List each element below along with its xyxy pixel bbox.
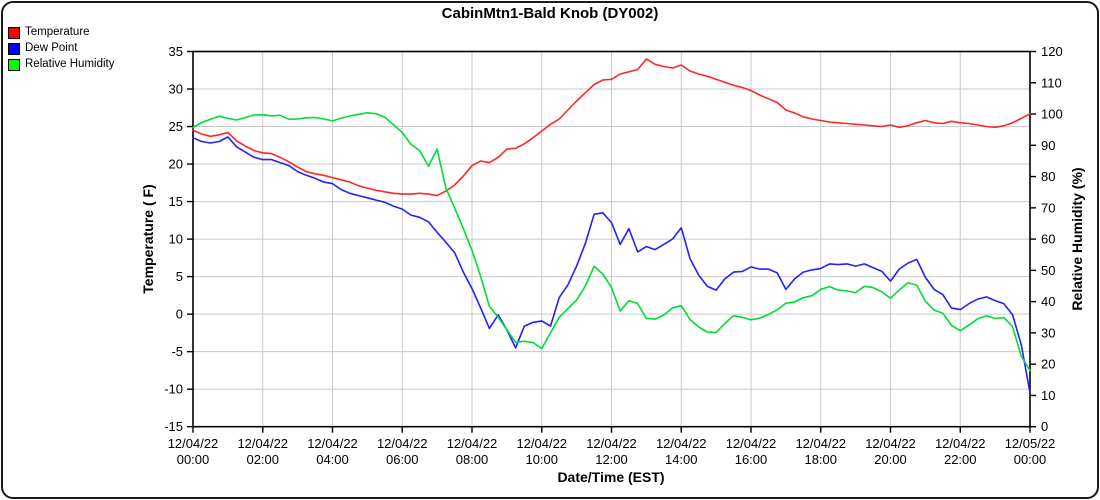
legend: Temperature Dew Point Relative Humidity (8, 26, 114, 74)
svg-text:30: 30 (169, 82, 183, 97)
svg-text:06:00: 06:00 (386, 452, 419, 467)
dew-point-line (192, 136, 1031, 394)
svg-text:12/05/22: 12/05/22 (1005, 436, 1056, 451)
svg-text:60: 60 (1041, 232, 1055, 247)
svg-text:25: 25 (169, 119, 183, 134)
svg-text:100: 100 (1041, 107, 1063, 122)
svg-text:30: 30 (1041, 325, 1055, 340)
svg-text:12/04/22: 12/04/22 (726, 436, 777, 451)
svg-text:12/04/22: 12/04/22 (795, 436, 846, 451)
svg-text:20: 20 (1041, 357, 1055, 372)
legend-item-relative-humidity: Relative Humidity (8, 58, 114, 71)
svg-text:12/04/22: 12/04/22 (656, 436, 707, 451)
svg-text:12/04/22: 12/04/22 (935, 436, 986, 451)
chart-title: CabinMtn1-Bald Knob (DY002) (441, 5, 659, 22)
svg-text:0: 0 (1041, 419, 1048, 434)
svg-text:50: 50 (1041, 263, 1055, 278)
svg-text:12/04/22: 12/04/22 (168, 436, 219, 451)
svg-text:00:00: 00:00 (177, 452, 210, 467)
svg-text:22:00: 22:00 (944, 452, 977, 467)
svg-text:10: 10 (169, 232, 183, 247)
svg-text:-5: -5 (171, 344, 183, 359)
svg-text:10: 10 (1041, 388, 1055, 403)
svg-text:16:00: 16:00 (735, 452, 768, 467)
svg-text:14:00: 14:00 (665, 452, 698, 467)
svg-text:12/04/22: 12/04/22 (586, 436, 637, 451)
svg-text:04:00: 04:00 (316, 452, 349, 467)
temperature-line (192, 58, 1031, 197)
right-axis-title: Relative Humidity (%) (1069, 167, 1085, 311)
legend-item-temperature: Temperature (8, 26, 114, 39)
axis-ticks (187, 50, 1036, 433)
svg-text:70: 70 (1041, 200, 1055, 215)
legend-label-relative-humidity: Relative Humidity (25, 58, 115, 70)
svg-text:15: 15 (169, 194, 183, 209)
svg-text:18:00: 18:00 (804, 452, 837, 467)
x-axis-title: Date/Time (EST) (557, 469, 665, 485)
svg-text:12:00: 12:00 (595, 452, 628, 467)
svg-text:12/04/22: 12/04/22 (865, 436, 916, 451)
svg-text:90: 90 (1041, 138, 1055, 153)
svg-text:10:00: 10:00 (525, 452, 558, 467)
legend-label-temperature: Temperature (25, 26, 90, 38)
svg-text:12/04/22: 12/04/22 (237, 436, 288, 451)
svg-text:20: 20 (169, 157, 183, 172)
svg-text:12/04/22: 12/04/22 (307, 436, 358, 451)
svg-text:35: 35 (169, 44, 183, 59)
legend-label-dew-point: Dew Point (25, 42, 78, 54)
svg-text:20:00: 20:00 (874, 452, 907, 467)
svg-text:12/04/22: 12/04/22 (447, 436, 498, 451)
left-axis-tick-labels: 35 30 25 20 15 10 5 0 -5 -10 -15 (164, 44, 183, 434)
relative-humidity-line (192, 112, 1031, 372)
svg-text:40: 40 (1041, 294, 1055, 309)
left-axis-title: Temperature ( F) (140, 184, 156, 294)
x-axis-tick-labels: 12/04/2200:0012/04/2202:0012/04/2204:001… (168, 436, 1056, 467)
svg-text:02:00: 02:00 (246, 452, 279, 467)
svg-text:08:00: 08:00 (456, 452, 489, 467)
svg-text:00:00: 00:00 (1014, 452, 1047, 467)
svg-text:0: 0 (176, 307, 183, 322)
dew-point-swatch-icon (8, 42, 20, 55)
temperature-swatch-icon (8, 26, 20, 39)
svg-text:5: 5 (176, 269, 183, 284)
relative-humidity-swatch-icon (8, 58, 20, 71)
svg-text:-15: -15 (164, 419, 183, 434)
svg-text:110: 110 (1041, 75, 1062, 90)
svg-text:12/04/22: 12/04/22 (516, 436, 567, 451)
svg-text:120: 120 (1041, 44, 1063, 59)
gridlines (193, 51, 1030, 427)
svg-text:12/04/22: 12/04/22 (377, 436, 428, 451)
svg-text:-10: -10 (164, 382, 183, 397)
legend-item-dew-point: Dew Point (8, 42, 114, 55)
svg-text:80: 80 (1041, 169, 1055, 184)
